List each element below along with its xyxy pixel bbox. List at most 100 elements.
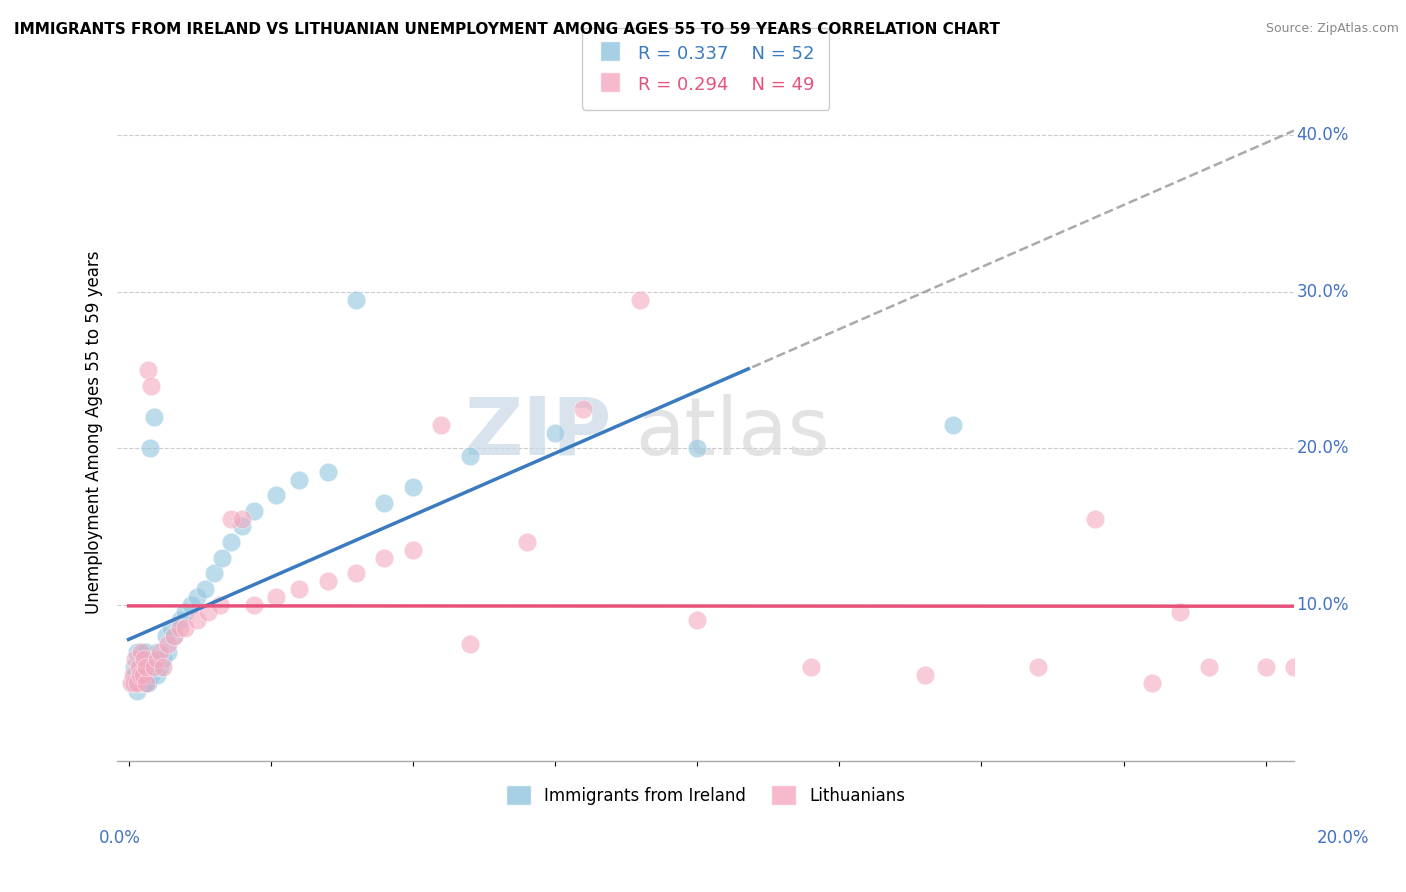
Point — [132, 644, 155, 658]
Point — [344, 293, 367, 307]
Point — [152, 660, 174, 674]
Point — [316, 465, 339, 479]
Point — [157, 644, 180, 658]
Point — [129, 660, 152, 674]
Point — [174, 606, 197, 620]
Point — [132, 676, 155, 690]
Point — [122, 676, 145, 690]
Point — [135, 660, 157, 674]
Point — [127, 676, 149, 690]
Point — [155, 629, 177, 643]
Point — [146, 668, 169, 682]
Text: 20.0%: 20.0% — [1296, 439, 1348, 458]
Point — [800, 660, 823, 674]
Point — [128, 676, 150, 690]
Point — [138, 676, 160, 690]
Point — [1170, 606, 1192, 620]
Point — [124, 652, 146, 666]
Point — [157, 637, 180, 651]
Point — [402, 480, 425, 494]
Point — [373, 496, 395, 510]
Point — [242, 504, 264, 518]
Point — [197, 606, 219, 620]
Point — [1282, 660, 1305, 674]
Point — [129, 676, 152, 690]
Text: atlas: atlas — [636, 393, 830, 472]
Point — [628, 293, 651, 307]
Point — [141, 668, 163, 682]
Point — [141, 660, 163, 674]
Point — [141, 652, 163, 666]
Point — [914, 668, 936, 682]
Point — [160, 621, 183, 635]
Point — [149, 644, 172, 658]
Point — [122, 668, 145, 682]
Point — [146, 652, 169, 666]
Point — [139, 442, 162, 456]
Text: Source: ZipAtlas.com: Source: ZipAtlas.com — [1265, 22, 1399, 36]
Y-axis label: Unemployment Among Ages 55 to 59 years: Unemployment Among Ages 55 to 59 years — [86, 251, 103, 615]
Point — [134, 676, 156, 690]
Point — [544, 425, 567, 440]
Point — [1254, 660, 1277, 674]
Point — [373, 550, 395, 565]
Text: 30.0%: 30.0% — [1296, 283, 1348, 301]
Point — [132, 668, 155, 682]
Point — [135, 660, 157, 674]
Point — [288, 473, 311, 487]
Point — [122, 660, 145, 674]
Point — [135, 644, 157, 658]
Point — [169, 613, 191, 627]
Point — [288, 582, 311, 596]
Point — [120, 676, 142, 690]
Point — [122, 676, 145, 690]
Point — [430, 417, 453, 432]
Point — [458, 449, 481, 463]
Point — [146, 644, 169, 658]
Point — [129, 668, 152, 682]
Point — [231, 519, 253, 533]
Point — [186, 613, 208, 627]
Text: 40.0%: 40.0% — [1296, 127, 1348, 145]
Point — [1198, 660, 1220, 674]
Point — [169, 621, 191, 635]
Point — [141, 378, 163, 392]
Point — [163, 629, 186, 643]
Point — [174, 621, 197, 635]
Point — [208, 598, 231, 612]
Point — [135, 676, 157, 690]
Point — [686, 613, 709, 627]
Point — [138, 363, 160, 377]
Point — [458, 637, 481, 651]
Text: IMMIGRANTS FROM IRELAND VS LITHUANIAN UNEMPLOYMENT AMONG AGES 55 TO 59 YEARS COR: IMMIGRANTS FROM IRELAND VS LITHUANIAN UN… — [14, 22, 1000, 37]
Point — [686, 442, 709, 456]
Point — [127, 644, 149, 658]
Point — [194, 582, 217, 596]
Point — [138, 660, 160, 674]
Text: 20.0%: 20.0% — [1316, 829, 1369, 847]
Point — [129, 644, 152, 658]
Point — [242, 598, 264, 612]
Point — [134, 652, 156, 666]
Point — [143, 409, 166, 424]
Point — [124, 668, 146, 682]
Point — [516, 535, 538, 549]
Point — [266, 488, 288, 502]
Point — [127, 683, 149, 698]
Text: 0.0%: 0.0% — [98, 829, 141, 847]
Point — [163, 629, 186, 643]
Point — [344, 566, 367, 581]
Point — [219, 511, 242, 525]
Text: 10.0%: 10.0% — [1296, 596, 1348, 614]
Point — [1084, 511, 1107, 525]
Point — [135, 676, 157, 690]
Point — [186, 590, 208, 604]
Legend: Immigrants from Ireland, Lithuanians: Immigrants from Ireland, Lithuanians — [499, 778, 912, 812]
Point — [402, 543, 425, 558]
Point — [266, 590, 288, 604]
Point — [1140, 676, 1163, 690]
Point — [149, 660, 172, 674]
Text: ZIP: ZIP — [464, 393, 612, 472]
Point — [219, 535, 242, 549]
Point — [132, 660, 155, 674]
